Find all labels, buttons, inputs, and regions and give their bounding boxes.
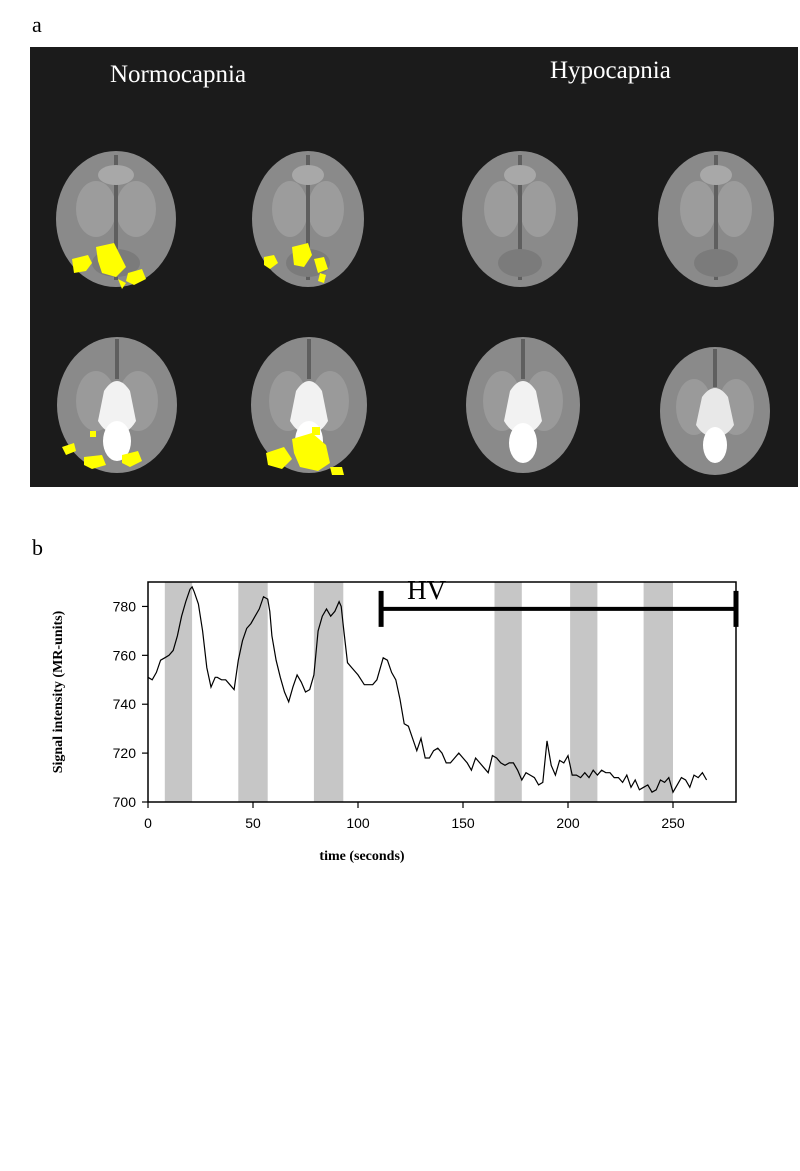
activation-blob (62, 443, 76, 455)
hv-label: HV (407, 575, 446, 605)
y-tick-label: 780 (113, 598, 137, 614)
stimulus-block (238, 582, 268, 802)
activation-blob (266, 447, 292, 469)
x-tick-label: 250 (661, 815, 685, 831)
brain-slice-hypo-4 (660, 347, 770, 475)
activation-blob (118, 279, 126, 289)
panel-a-image: Normocapnia Hypocapnia (30, 47, 798, 487)
activation-blob (292, 433, 330, 471)
panel-a-letter: a (32, 12, 42, 37)
stimulus-block (164, 582, 193, 802)
activation-overlay (62, 243, 344, 475)
y-tick-label: 740 (113, 696, 137, 712)
hypocapnia-label: Hypocapnia (550, 57, 671, 84)
activation-blob (72, 255, 92, 273)
x-tick-label: 150 (451, 815, 475, 831)
x-axis-title: time (seconds) (319, 849, 404, 864)
stimulus-block (494, 582, 522, 802)
signal-intensity-chart: 0 50 100 150 200 250 700 720 740 760 780 time (seco… (51, 575, 739, 864)
x-tick-label: 50 (245, 815, 261, 831)
activation-blob (318, 273, 326, 283)
brain-slice-normo-3 (57, 337, 177, 473)
activation-blob (90, 431, 96, 437)
normocapnia-label: Normocapnia (110, 61, 247, 88)
activation-blob (122, 451, 142, 467)
stimulus-block (313, 582, 344, 802)
activation-blob (292, 243, 312, 267)
brain-slice-normo-2 (252, 151, 364, 287)
brain-slice-hypo-1 (462, 151, 578, 287)
activation-blob (330, 467, 344, 475)
y-tick-label: 760 (113, 647, 137, 663)
activation-blob (96, 243, 126, 277)
brain-slice-hypo-2 (658, 151, 774, 287)
brain-slice-hypo-3 (466, 337, 580, 473)
y-axis-title: Signal intensity (MR-units) (51, 610, 66, 773)
signal-line (147, 585, 708, 794)
stimulus-block (570, 582, 598, 802)
x-tick-label: 100 (346, 815, 370, 831)
x-tick-label: 200 (556, 815, 580, 831)
panel-b-letter: b (32, 535, 43, 560)
x-tick-label: 0 (144, 815, 152, 831)
activation-blob (264, 255, 278, 269)
activation-blob (312, 427, 320, 435)
y-tick-label: 720 (113, 745, 137, 761)
activation-blob (314, 257, 328, 273)
activation-blob (84, 455, 106, 469)
stimulus-block (643, 582, 673, 802)
y-tick-label: 700 (113, 794, 137, 810)
activation-blob (126, 269, 146, 285)
plot-frame (147, 581, 737, 803)
